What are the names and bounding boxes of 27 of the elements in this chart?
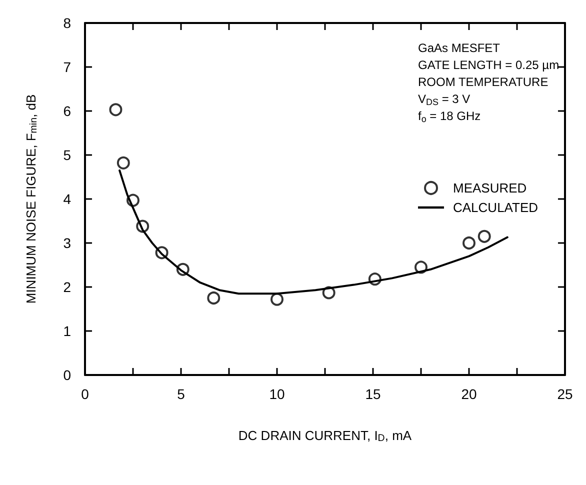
x-tick-label: 15 [365, 386, 381, 402]
point [270, 292, 284, 306]
y-axis-title: MINIMUM NOISE FIGURE, Fmin, dB [23, 94, 40, 304]
y-tick-label: 8 [63, 15, 72, 31]
annotation: GaAs MESFET [418, 41, 501, 55]
point [116, 156, 130, 170]
x-tick-label: 25 [557, 386, 573, 402]
y-tick-label: 4 [63, 191, 72, 207]
x-tick-label: 10 [269, 386, 285, 402]
x-tick-label: 5 [177, 386, 186, 402]
y-tick-label: 5 [63, 147, 72, 163]
y-tick-label: 2 [63, 279, 72, 295]
point [207, 292, 220, 304]
y-tick-label: 1 [63, 323, 72, 339]
y-tick-label: 6 [63, 103, 72, 119]
point [478, 230, 491, 243]
point [109, 103, 122, 116]
annotation: ROOM TEMPERATURE [418, 75, 548, 89]
legend-label: MEASURED [453, 180, 527, 196]
x-tick-label: 0 [81, 386, 90, 402]
y-tick-label: 7 [63, 59, 72, 75]
x-tick-label: 20 [461, 386, 477, 402]
y-tick-label: 0 [63, 367, 72, 383]
legend-label: CALCULATED [453, 200, 538, 215]
annotation: GATE LENGTH = 0.25 µm [418, 58, 560, 72]
point [462, 236, 476, 250]
y-tick-label: 3 [63, 235, 72, 251]
